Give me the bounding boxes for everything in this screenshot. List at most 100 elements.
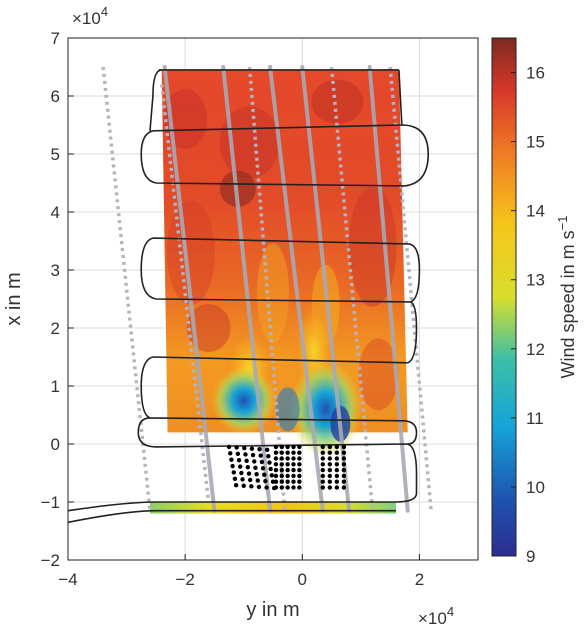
turbine-dot [266,453,271,459]
turbine-dot [291,444,296,450]
turbine-dot [341,456,347,461]
turbine-dot [341,473,347,479]
turbine-dot [297,462,302,467]
flight-line-solid [221,65,273,513]
y-tick-label: 0 [51,435,60,454]
turbine-dot [334,467,340,473]
field-patch [186,304,231,352]
turbine-dot [249,484,254,489]
turbine-dot [256,484,262,490]
wind-field-strip [150,502,396,514]
colorbar [491,37,517,557]
x-axis-exponent: ×104 [418,604,454,628]
flight-line-solid [162,65,217,513]
turbine-dot [228,451,233,456]
turbine-dot [268,466,273,472]
turbine-dot [327,444,333,450]
field-patch [257,243,289,344]
turbine-dot [297,467,302,473]
turbine-dot [285,462,290,467]
y-tick-label: 2 [51,319,60,338]
turbine-dot [235,451,241,457]
turbine-dot [273,473,279,479]
turbine-dot [285,444,290,450]
turbine-dot [291,485,296,490]
turbine-dot [229,457,234,462]
turbine-dot [341,462,347,467]
turbine-dot [239,470,244,476]
turbine-dot [258,453,263,458]
turbine-dot [327,456,333,461]
turbine-dot [297,479,302,484]
turbine-dot [327,462,333,467]
turbine-dot [327,479,333,484]
turbine-dot [279,456,284,461]
colorbar-ticks: 9 10 11 12 13 14 15 16 [511,64,545,566]
flight-line-dotted [388,66,433,511]
turbine-dot [297,450,302,455]
flight-line-dotted [159,84,211,503]
turbine-dot [252,459,257,464]
turbine-dot [291,473,296,479]
turbine-dot [273,456,279,461]
turbine-dot [285,467,290,473]
turbine-dot [234,445,239,450]
turbine-dot [253,465,258,470]
turbine-dot [297,485,302,490]
turbine-dot [273,485,279,490]
turbine-dot [247,477,253,483]
field-patch [348,186,397,307]
turbine-dot [242,445,247,451]
y-tick-label: −2 [41,551,60,570]
turbine-dot [327,473,333,479]
y-tick-label: 3 [51,261,60,280]
turbine-dot [273,479,279,484]
y-tick-label: 4 [51,203,60,222]
field-patch [358,338,399,411]
turbine-dot [341,485,347,490]
flight-line-solid [268,65,325,513]
flight-line-dotted [329,66,375,511]
turbine-dot [279,467,284,473]
turbine-dot [241,483,246,488]
colorbar-tick-label: 14 [526,202,545,221]
turbine-dot [279,462,284,467]
y-axis-label: x in m [3,272,25,325]
turbine-dot [260,466,266,471]
turbine-dot [279,479,284,484]
turbine-dot [255,478,260,483]
field-patch [311,79,364,124]
turbine-dot [226,444,232,450]
turbine-dot [341,444,347,450]
x-tick-label: 2 [415,570,424,589]
turbine-dot [320,450,325,455]
colorbar-tick-label: 9 [526,547,535,566]
turbine-dot [264,447,270,452]
y-tick-label: −1 [41,493,60,512]
turbine-dot [254,471,259,477]
turbine-dot [327,467,333,473]
turbine-dot [273,462,279,467]
turbine-dot [334,450,340,455]
flight-line-solid [300,65,352,513]
y-tick-label: 6 [51,87,60,106]
flight-line-solid [367,65,410,513]
turbine-dot [320,467,325,473]
turbine-dot [279,473,284,479]
turbine-dot [232,476,238,481]
turbine-dot [320,473,325,479]
turbine-dot [291,462,296,467]
turbine-dot [230,463,235,469]
turbine-dot [297,456,302,461]
turbine-dot [334,444,340,450]
colorbar-label-superscript: −1 [555,216,570,231]
turbine-dot [269,473,275,478]
y-axis-exponent: ×104 [72,4,108,28]
turbine-dot [273,444,279,450]
turbine-dot [285,473,290,479]
turbine-dot [291,479,296,484]
colorbar-tick-label: 13 [526,271,545,290]
colorbar-tick-label: 16 [526,64,545,83]
turbine-dot [273,467,279,473]
turbine-dot [250,452,256,458]
